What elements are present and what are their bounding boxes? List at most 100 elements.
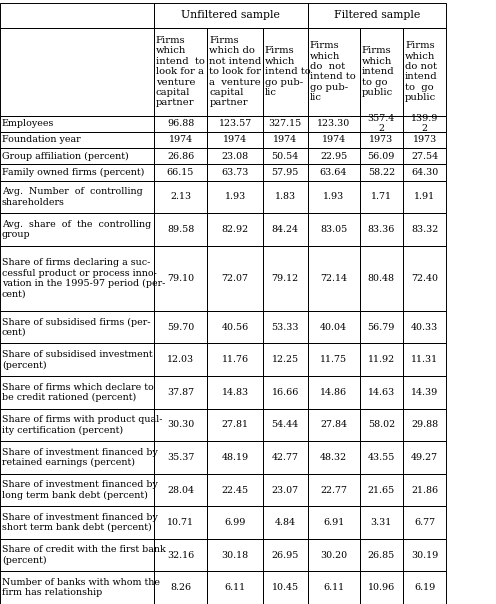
Text: 6.11: 6.11 (323, 583, 344, 592)
Text: Share of subsidised investment
(percent): Share of subsidised investment (percent) (2, 350, 153, 370)
Bar (360, 376, 403, 409)
Text: 40.33: 40.33 (411, 323, 438, 332)
Text: 6.77: 6.77 (414, 518, 435, 527)
Bar (154, 506, 207, 539)
Bar (207, 164, 263, 181)
Bar (263, 311, 308, 344)
Text: 1973: 1973 (413, 135, 437, 144)
Text: 35.37: 35.37 (167, 453, 194, 462)
Bar (360, 344, 403, 376)
Text: 23.08: 23.08 (222, 152, 248, 161)
Text: 29.88: 29.88 (411, 420, 438, 429)
Text: Filtered sample: Filtered sample (334, 10, 420, 21)
Bar (360, 164, 403, 181)
Bar (263, 474, 308, 506)
Bar (154, 311, 207, 344)
Text: 83.05: 83.05 (320, 225, 347, 234)
Text: 43.55: 43.55 (368, 453, 395, 462)
Text: 10.45: 10.45 (272, 583, 299, 592)
Bar (308, 181, 360, 213)
Bar (360, 409, 403, 441)
Text: 357.4
2: 357.4 2 (368, 114, 395, 133)
Bar (308, 28, 360, 115)
Bar (360, 539, 403, 571)
Text: 56.09: 56.09 (368, 152, 395, 161)
Bar (360, 506, 403, 539)
Bar (263, 213, 308, 246)
Bar (403, 376, 446, 409)
Bar (207, 409, 263, 441)
Text: 12.25: 12.25 (272, 355, 299, 364)
Text: 53.33: 53.33 (271, 323, 299, 332)
Text: 139.9
2: 139.9 2 (411, 114, 438, 133)
Text: 6.91: 6.91 (323, 518, 344, 527)
Text: 50.54: 50.54 (272, 152, 299, 161)
Text: 16.66: 16.66 (271, 388, 299, 397)
Bar (263, 539, 308, 571)
Text: 12.03: 12.03 (167, 355, 194, 364)
Text: 57.95: 57.95 (271, 168, 299, 177)
Bar (360, 148, 403, 164)
Text: 22.45: 22.45 (222, 486, 248, 495)
Text: 1.71: 1.71 (371, 193, 392, 201)
Bar (308, 441, 360, 474)
Bar (207, 474, 263, 506)
Bar (263, 132, 308, 148)
Bar (0, 506, 154, 539)
Text: 22.77: 22.77 (320, 486, 347, 495)
Bar (207, 246, 263, 311)
Text: 14.83: 14.83 (222, 388, 248, 397)
Bar (0, 148, 154, 164)
Bar (207, 344, 263, 376)
Bar (154, 28, 207, 115)
Text: 1974: 1974 (273, 135, 297, 144)
Bar (263, 376, 308, 409)
Bar (308, 571, 360, 604)
Bar (403, 132, 446, 148)
Text: 54.44: 54.44 (272, 420, 299, 429)
Bar (360, 311, 403, 344)
Text: Share of investment financed by
short term bank debt (percent): Share of investment financed by short te… (2, 513, 158, 532)
Bar (403, 539, 446, 571)
Bar (0, 376, 154, 409)
Bar (360, 246, 403, 311)
Bar (263, 506, 308, 539)
Bar (207, 115, 263, 132)
Text: 30.20: 30.20 (320, 551, 347, 560)
Bar (360, 115, 403, 132)
Bar (0, 181, 154, 213)
Bar (403, 164, 446, 181)
Text: Unfiltered sample: Unfiltered sample (181, 10, 280, 21)
Text: 123.57: 123.57 (218, 119, 252, 128)
Text: Share of firms with product qual-
ity certification (percent): Share of firms with product qual- ity ce… (2, 415, 163, 435)
Text: 14.86: 14.86 (320, 388, 347, 397)
Bar (360, 571, 403, 604)
Text: Firms
which
do  not
intend to
go pub-
lic: Firms which do not intend to go pub- lic (310, 41, 355, 102)
Bar (263, 344, 308, 376)
Bar (360, 441, 403, 474)
Bar (154, 164, 207, 181)
Bar (263, 571, 308, 604)
Text: 123.30: 123.30 (317, 119, 350, 128)
Text: Family owned firms (percent): Family owned firms (percent) (2, 168, 144, 177)
Text: Firms
which
intend to
go pub-
lic: Firms which intend to go pub- lic (265, 47, 310, 97)
Text: Share of subsidised firms (per-
cent): Share of subsidised firms (per- cent) (2, 318, 150, 337)
Bar (360, 474, 403, 506)
Text: 58.22: 58.22 (368, 168, 395, 177)
Bar (403, 148, 446, 164)
Bar (0, 409, 154, 441)
Text: 1973: 1973 (369, 135, 393, 144)
Bar (263, 115, 308, 132)
Text: 79.10: 79.10 (167, 274, 194, 283)
Bar (154, 132, 207, 148)
Bar (0, 3, 154, 28)
Text: 89.58: 89.58 (167, 225, 194, 234)
Text: 58.02: 58.02 (368, 420, 395, 429)
Text: Share of firms which declare to
be credit rationed (percent): Share of firms which declare to be credi… (2, 382, 154, 402)
Text: 63.64: 63.64 (320, 168, 347, 177)
Text: 6.19: 6.19 (414, 583, 435, 592)
Text: 83.32: 83.32 (411, 225, 438, 234)
Text: 327.15: 327.15 (268, 119, 302, 128)
Bar (207, 311, 263, 344)
Text: 48.32: 48.32 (320, 453, 347, 462)
